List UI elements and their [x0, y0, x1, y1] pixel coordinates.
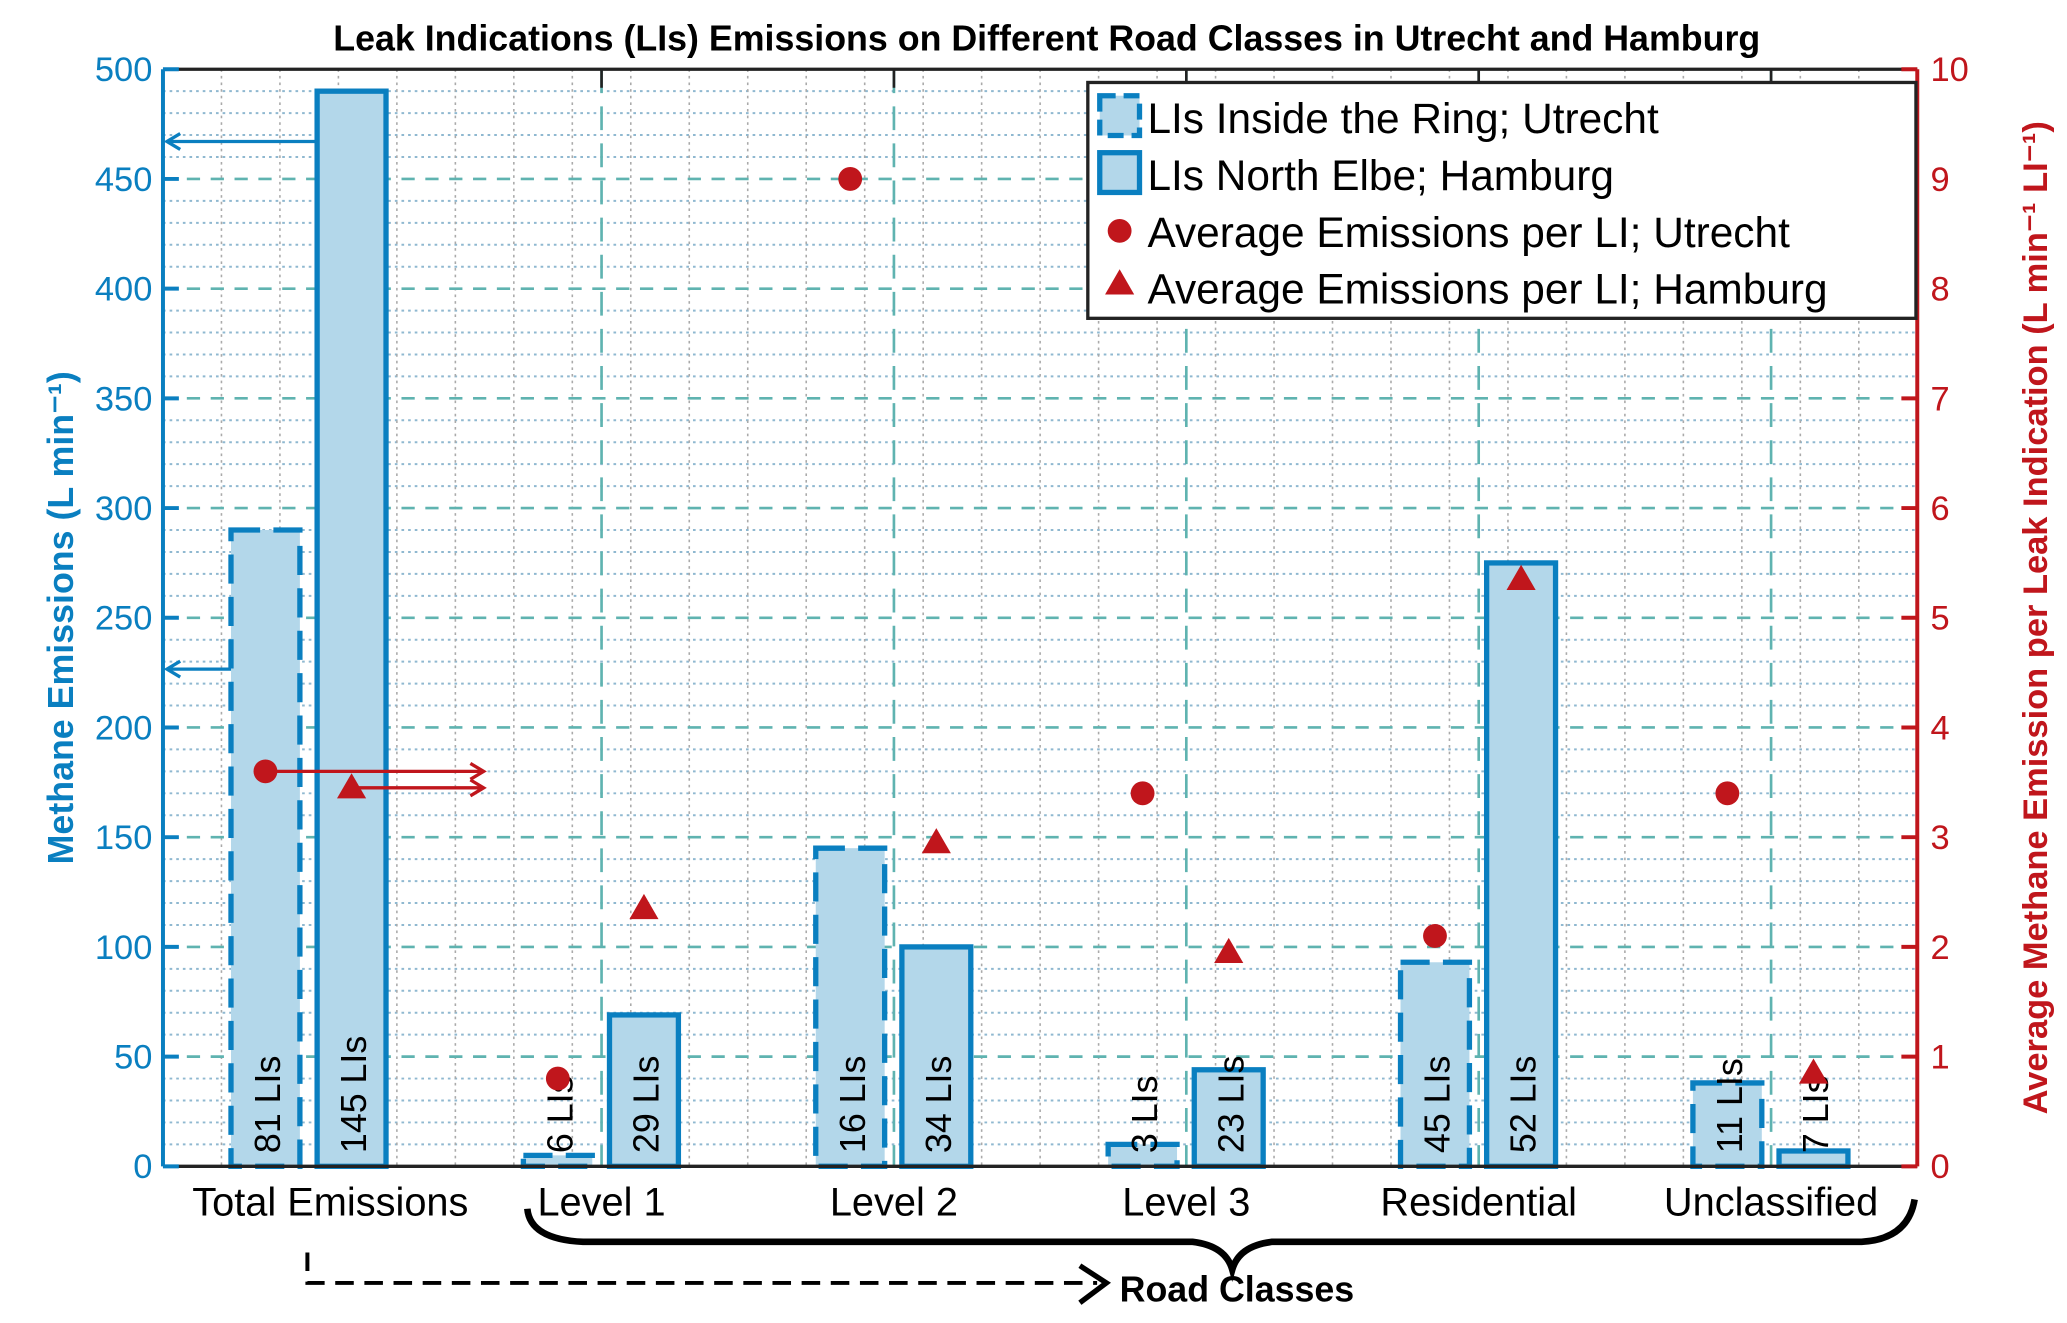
y-tick-label-right: 3 — [1931, 819, 1950, 857]
bar — [606, 1012, 682, 1169]
y-axis-left-label: Methane Emissions (L min⁻¹) — [41, 371, 81, 864]
legend-label: Average Emissions per LI; Utrecht — [1147, 209, 1790, 256]
y-tick-label-right: 8 — [1931, 271, 1950, 309]
road-classes-dashed-arrow — [305, 1252, 1098, 1285]
y-tick-label-left: 50 — [114, 1039, 152, 1077]
y-tick-label-left: 200 — [95, 709, 152, 747]
right-axis-arrow-head — [469, 778, 487, 798]
y-tick-label-left: 250 — [95, 600, 152, 638]
hamburg-average-point — [1506, 564, 1536, 590]
bar — [314, 88, 389, 1169]
y-tick-label-right: 6 — [1931, 490, 1950, 528]
y-tick-label-right: 2 — [1931, 929, 1950, 967]
x-axis-label: Road Classes — [1120, 1269, 1355, 1309]
bar-label: 45 LIs — [1418, 1056, 1458, 1153]
y-tick-label-left: 0 — [133, 1148, 152, 1186]
x-tick-label: Level 2 — [830, 1180, 958, 1224]
bar-label: 52 LIs — [1504, 1056, 1544, 1153]
legend-triangle-marker-icon — [1105, 269, 1135, 295]
chart-title: Leak Indications (LIs) Emissions on Diff… — [333, 19, 1760, 59]
x-tick-label: Level 3 — [1122, 1180, 1250, 1224]
utrecht-average-point — [1715, 781, 1740, 806]
x-tick-label: Level 1 — [537, 1180, 665, 1224]
bar-label: 11 LIs — [1710, 1058, 1750, 1153]
bar-label: 23 LIs — [1211, 1056, 1251, 1153]
hamburg-average-point — [921, 828, 951, 854]
bar — [813, 845, 888, 1169]
x-tick-label: Unclassified — [1664, 1180, 1878, 1224]
hamburg-average-point — [1798, 1058, 1829, 1084]
y-tick-label-right: 5 — [1931, 600, 1950, 638]
y-tick-label-left: 400 — [95, 271, 152, 309]
utrecht-average-point — [1423, 924, 1447, 948]
utrecht-average-point — [838, 167, 863, 191]
legend-swatch-hamburg-bars — [1097, 150, 1143, 196]
legend-label: Average Emissions per LI; Hamburg — [1147, 266, 1827, 313]
y-tick-label-left: 500 — [95, 51, 152, 89]
utrecht-average-point — [1130, 781, 1155, 806]
bar — [899, 944, 974, 1169]
hamburg-average-point — [629, 893, 659, 920]
axes: 0 50 100 150 200 250 300 350 400 450 500 0 1 2 3 4 5 6 7 8 9… — [95, 51, 1969, 1224]
hamburg-average-point — [1214, 937, 1244, 963]
left-axis-arrow-head — [163, 132, 182, 151]
bar — [1105, 1141, 1180, 1169]
legend-swatch-utrecht-bars — [1097, 93, 1143, 139]
left-axis-arrow-head — [163, 659, 182, 679]
y-tick-label-left: 350 — [95, 380, 152, 418]
road-classes-brace — [524, 1198, 1918, 1283]
bar-label: 34 LIs — [919, 1056, 959, 1153]
legend-label: LIs North Elbe; Hamburg — [1147, 152, 1614, 199]
y-tick-label-left: 450 — [95, 161, 152, 199]
y-tick-label-right: 0 — [1931, 1148, 1950, 1186]
grid — [162, 69, 1918, 1167]
annotations — [163, 132, 1918, 1305]
bar-label: 7 LIs — [1796, 1076, 1836, 1154]
bar — [520, 1152, 595, 1169]
legend: LIs Inside the Ring; Utrecht LIs North E… — [1086, 80, 1918, 320]
y-axis-right-label: Average Methane Emission per Leak Indica… — [2017, 121, 2055, 1114]
right-axis-arrow-head — [469, 761, 487, 781]
legend-label: LIs Inside the Ring; Utrecht — [1147, 95, 1659, 142]
legend-circle-marker-icon — [1107, 218, 1132, 243]
road-classes-arrow-head — [1078, 1263, 1111, 1305]
y-tick-label-right: 7 — [1931, 380, 1950, 418]
y-tick-label-right: 10 — [1931, 51, 1969, 89]
x-tick-label: Residential — [1380, 1180, 1577, 1224]
y-tick-label-left: 100 — [95, 929, 152, 967]
utrecht-average-point — [545, 1066, 570, 1091]
x-tick-label: Total Emissions — [192, 1180, 468, 1224]
y-tick-label-left: 150 — [95, 819, 152, 857]
hamburg-average-point — [336, 773, 367, 799]
bar — [1776, 1148, 1851, 1169]
y-tick-label-right: 1 — [1931, 1039, 1950, 1077]
bar-label: 3 LIs — [1125, 1076, 1165, 1154]
bar-label: 29 LIs — [627, 1056, 667, 1153]
y-tick-label-left: 300 — [95, 490, 152, 528]
y-tick-label-right: 4 — [1931, 709, 1950, 747]
bar-label: 145 LIs — [334, 1036, 374, 1153]
bar-label: 16 LIs — [833, 1056, 873, 1153]
y-tick-label-right: 9 — [1931, 161, 1950, 199]
bar-label: 81 LIs — [248, 1056, 288, 1153]
